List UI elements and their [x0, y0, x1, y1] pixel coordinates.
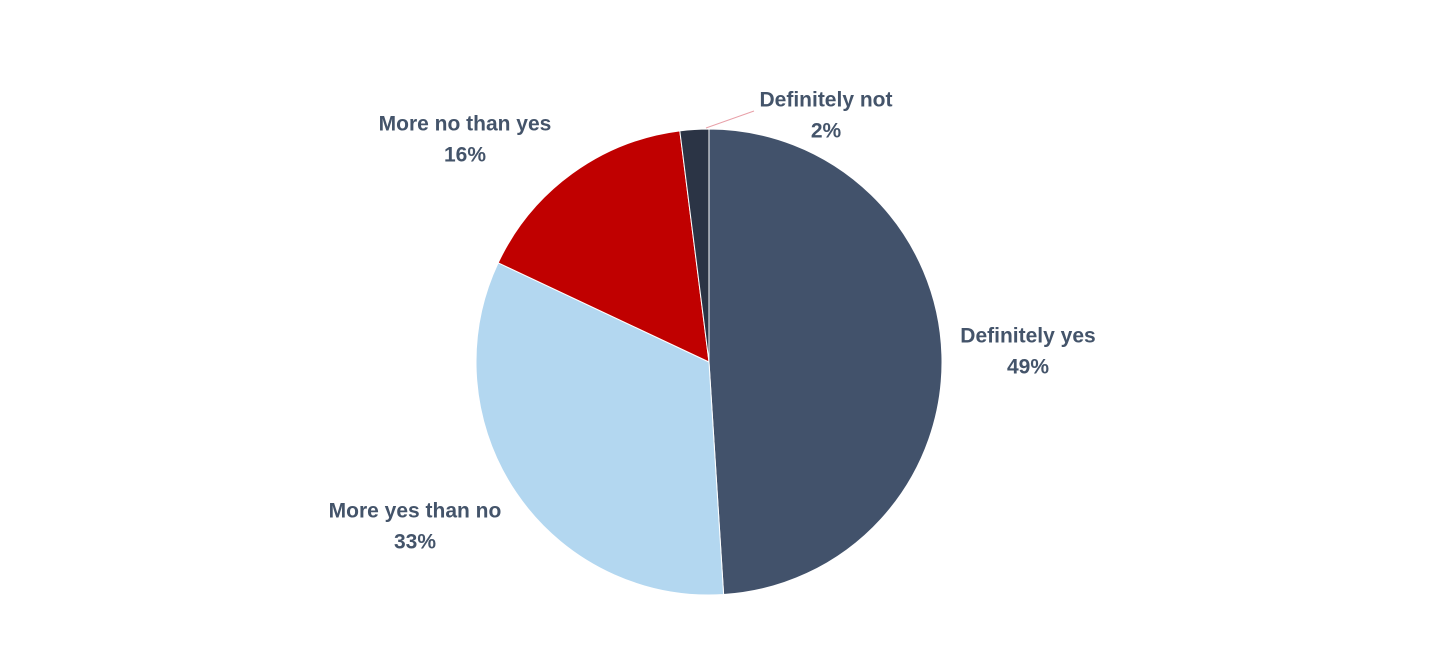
- slice-label: More no than yes: [379, 113, 552, 136]
- pie-slice: [679, 128, 710, 363]
- value-label: 2%: [811, 120, 842, 143]
- value-label: 33%: [394, 531, 436, 554]
- slice-label: Definitely yes: [960, 325, 1095, 348]
- slice-label: More yes than no: [329, 500, 502, 523]
- leader-line: [705, 110, 755, 129]
- pie-slice: [475, 262, 725, 596]
- pie-slice: [708, 128, 943, 596]
- pie-slice: [497, 130, 710, 363]
- value-label: 16%: [444, 144, 486, 167]
- value-label: 49%: [1007, 356, 1049, 379]
- slice-label: Definitely not: [759, 89, 892, 112]
